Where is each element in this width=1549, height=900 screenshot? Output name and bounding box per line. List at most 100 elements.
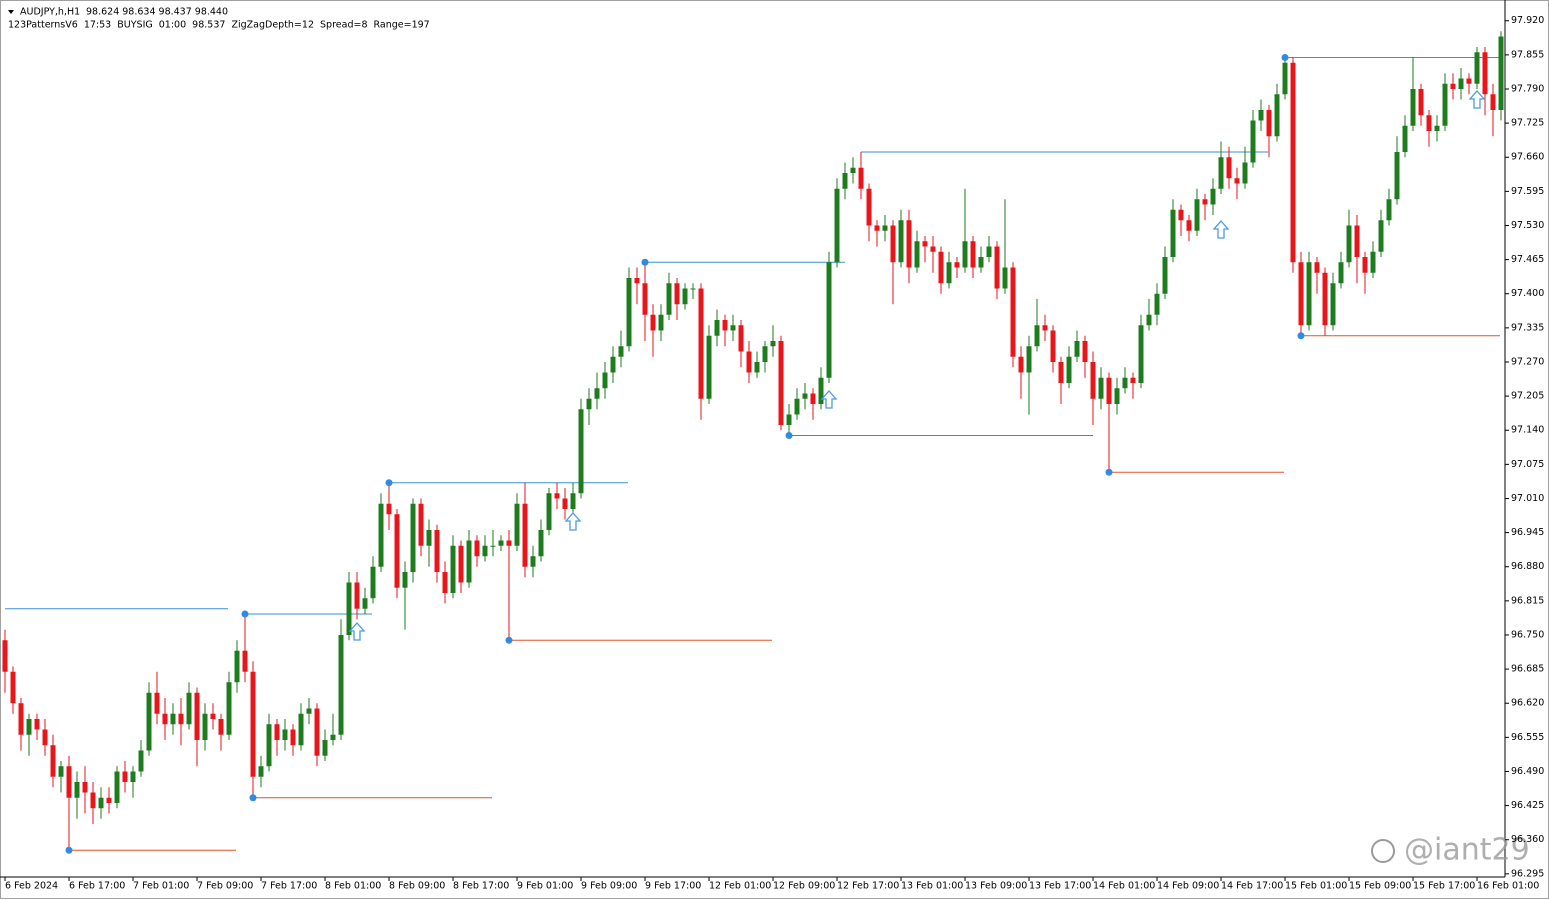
x-tick-label: 9 Feb 01:00	[517, 881, 573, 892]
candle-body	[442, 571, 448, 593]
candle-body	[970, 241, 976, 268]
candle-body	[50, 745, 56, 777]
x-tick-label: 13 Feb 01:00	[901, 881, 963, 892]
y-tick-label: 96.295	[1511, 868, 1544, 879]
candle-body	[1162, 256, 1168, 294]
candle-body	[610, 356, 616, 373]
watermark-logo	[1371, 839, 1395, 863]
candle-body	[98, 797, 104, 809]
candle-body	[338, 634, 344, 735]
candle-body	[402, 571, 408, 588]
y-tick-label: 97.075	[1511, 459, 1544, 470]
candle-body	[74, 781, 80, 798]
buy-arrow	[1468, 90, 1486, 109]
candle-body	[466, 540, 472, 583]
pivot-dot	[65, 846, 73, 854]
candle-body	[306, 708, 312, 714]
candle-body	[554, 493, 560, 499]
candle-body	[1018, 356, 1024, 373]
x-tick-label: 12 Feb 17:00	[837, 881, 899, 892]
pivot-dot	[385, 479, 393, 487]
candle-body	[986, 246, 992, 257]
x-tick-label: 13 Feb 09:00	[965, 881, 1027, 892]
candle-body	[434, 529, 440, 572]
candle-body	[1474, 52, 1480, 84]
y-tick-label: 96.685	[1511, 664, 1544, 675]
candle-body	[818, 377, 824, 404]
candle-body	[1082, 340, 1088, 362]
candle-body	[1314, 262, 1320, 273]
y-tick-label: 97.465	[1511, 254, 1544, 265]
candle-body	[946, 262, 952, 284]
candle-body	[26, 718, 32, 735]
candle-body	[1458, 78, 1464, 89]
candle-body	[314, 708, 320, 756]
candle-body	[1026, 346, 1032, 373]
candle-body	[754, 361, 760, 373]
candle-body	[386, 503, 392, 515]
candle-body	[1378, 220, 1384, 252]
x-tick-label: 8 Feb 09:00	[389, 881, 445, 892]
x-tick-label: 6 Feb 17:00	[69, 881, 125, 892]
candle-body	[42, 729, 48, 746]
candle-body	[1274, 94, 1280, 137]
candle-body	[498, 540, 504, 546]
candle-body	[730, 325, 736, 331]
x-tick-label: 8 Feb 01:00	[325, 881, 381, 892]
candle-body	[290, 729, 296, 746]
y-tick-label: 96.490	[1511, 766, 1544, 777]
x-tick-label: 7 Feb 09:00	[197, 881, 253, 892]
candle-body	[1322, 272, 1328, 326]
candle-body	[282, 729, 288, 740]
candle-body	[842, 172, 848, 189]
candle-body	[258, 766, 264, 777]
y-tick-label: 96.620	[1511, 698, 1544, 709]
candle-body	[218, 718, 224, 735]
y-tick-label: 97.790	[1511, 83, 1544, 94]
pivot-dot	[249, 794, 257, 802]
candle-body	[482, 545, 488, 557]
candle-body	[898, 220, 904, 263]
candle-body	[642, 283, 648, 315]
y-tick-label: 97.140	[1511, 425, 1544, 436]
candle-body	[178, 713, 184, 725]
buy-arrow	[820, 390, 838, 409]
candle-body	[674, 283, 680, 305]
candle-body	[1394, 151, 1400, 200]
candle-body	[618, 346, 624, 357]
candle-body	[1042, 325, 1048, 331]
candle-body	[690, 288, 696, 290]
y-tick-label: 96.945	[1511, 527, 1544, 538]
y-tick-label: 97.010	[1511, 493, 1544, 504]
candle-body	[914, 241, 920, 268]
candle-body	[698, 288, 704, 399]
y-tick-label: 97.855	[1511, 49, 1544, 60]
watermark: @iant29	[1404, 833, 1530, 868]
candle-body	[938, 251, 944, 284]
x-tick-label: 14 Feb 09:00	[1157, 881, 1219, 892]
candle-body	[122, 771, 128, 782]
candle-body	[490, 545, 496, 547]
candle-body	[578, 409, 584, 494]
candle-body	[770, 340, 776, 347]
candle-body	[794, 398, 800, 415]
candle-body	[626, 277, 632, 347]
candle-body	[82, 781, 88, 793]
x-tick-label: 14 Feb 17:00	[1221, 881, 1283, 892]
pivot-dot	[505, 636, 513, 644]
candle-body	[370, 566, 376, 599]
candle-body	[1290, 62, 1296, 263]
candle-body	[1194, 199, 1200, 231]
candle-body	[1338, 262, 1344, 284]
y-tick-label: 97.205	[1511, 391, 1544, 402]
candle-body	[1218, 157, 1224, 189]
candle-body	[154, 692, 160, 714]
y-tick-label: 97.270	[1511, 356, 1544, 367]
pivot-dot	[1297, 332, 1305, 340]
x-tick-label: 12 Feb 01:00	[709, 881, 771, 892]
candle-body	[834, 188, 840, 263]
candle-body	[1298, 262, 1304, 326]
candle-body	[1178, 209, 1184, 221]
candle-body	[242, 650, 248, 672]
candle-body	[602, 372, 608, 389]
